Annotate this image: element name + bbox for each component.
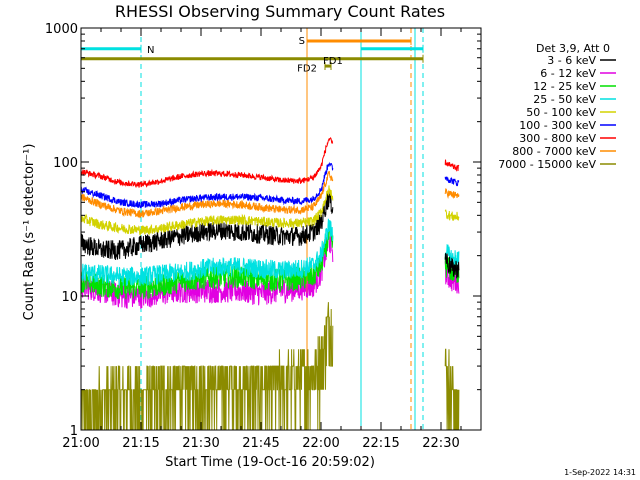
y-axis: 1 10 100 1000: [45, 22, 481, 439]
flag-label: FD2: [297, 64, 317, 75]
flag-label: S: [299, 36, 305, 47]
x-axis: 21:00 21:15 21:30 21:45 22:00 22:15 22:30: [62, 28, 462, 451]
legend-entry-label: 50 - 100 keV: [526, 106, 596, 119]
legend-entry-label: 300 - 800 keV: [519, 132, 596, 145]
flag-label: FD1: [323, 56, 343, 67]
series-line: [81, 185, 460, 237]
series-line: [81, 170, 460, 219]
legend-entry-label: 800 - 7000 keV: [512, 145, 596, 158]
y-axis-label: Count Rate (s⁻¹ detector⁻¹): [22, 144, 37, 321]
series-layer: [81, 136, 460, 430]
x-tick-label: 21:30: [182, 436, 219, 451]
series-800-7000-kev: [81, 170, 460, 219]
series-7000-15000-kev: [81, 302, 460, 430]
legend-entry-label: 25 - 50 keV: [533, 93, 596, 106]
y-tick-label: 1000: [45, 22, 78, 37]
y-tick-label: 1: [70, 424, 78, 439]
legend-title: Det 3,9, Att 0: [536, 42, 610, 55]
y-tick-label: 10: [61, 290, 78, 305]
vertical-marker-layer: [140, 28, 424, 430]
timestamp: 1-Sep-2022 14:31: [564, 468, 636, 477]
y-tick-label: 100: [53, 156, 78, 171]
legend-entry-label: 100 - 300 keV: [519, 119, 596, 132]
x-tick-label: 22:15: [362, 436, 399, 451]
x-tick-label: 22:30: [422, 436, 459, 451]
flag-label: N: [147, 45, 154, 56]
series-line: [81, 302, 460, 430]
x-tick-label: 22:00: [302, 436, 339, 451]
legend-entry-label: 3 - 6 keV: [547, 54, 596, 67]
series-300-800-kev: [81, 136, 460, 189]
x-tick-label: 21:45: [242, 436, 279, 451]
chart-title: RHESSI Observing Summary Count Rates: [115, 2, 445, 21]
x-axis-label: Start Time (19-Oct-16 20:59:02): [165, 455, 375, 470]
legend-entry-label: 7000 - 15000 keV: [498, 158, 596, 171]
series-line: [81, 190, 460, 279]
series-50-100-kev: [81, 185, 460, 237]
legend-entry-label: 6 - 12 keV: [540, 67, 596, 80]
x-tick-label: 21:15: [122, 436, 159, 451]
series-line: [81, 136, 460, 189]
legend-entry-label: 12 - 25 keV: [533, 80, 596, 93]
x-tick-label: 21:00: [62, 436, 99, 451]
series-line: [81, 161, 460, 209]
series-100-300-kev: [81, 161, 460, 209]
flag-bar-layer: N S FD2 FD1: [80, 36, 424, 75]
series-3-6-kev: [81, 190, 460, 279]
